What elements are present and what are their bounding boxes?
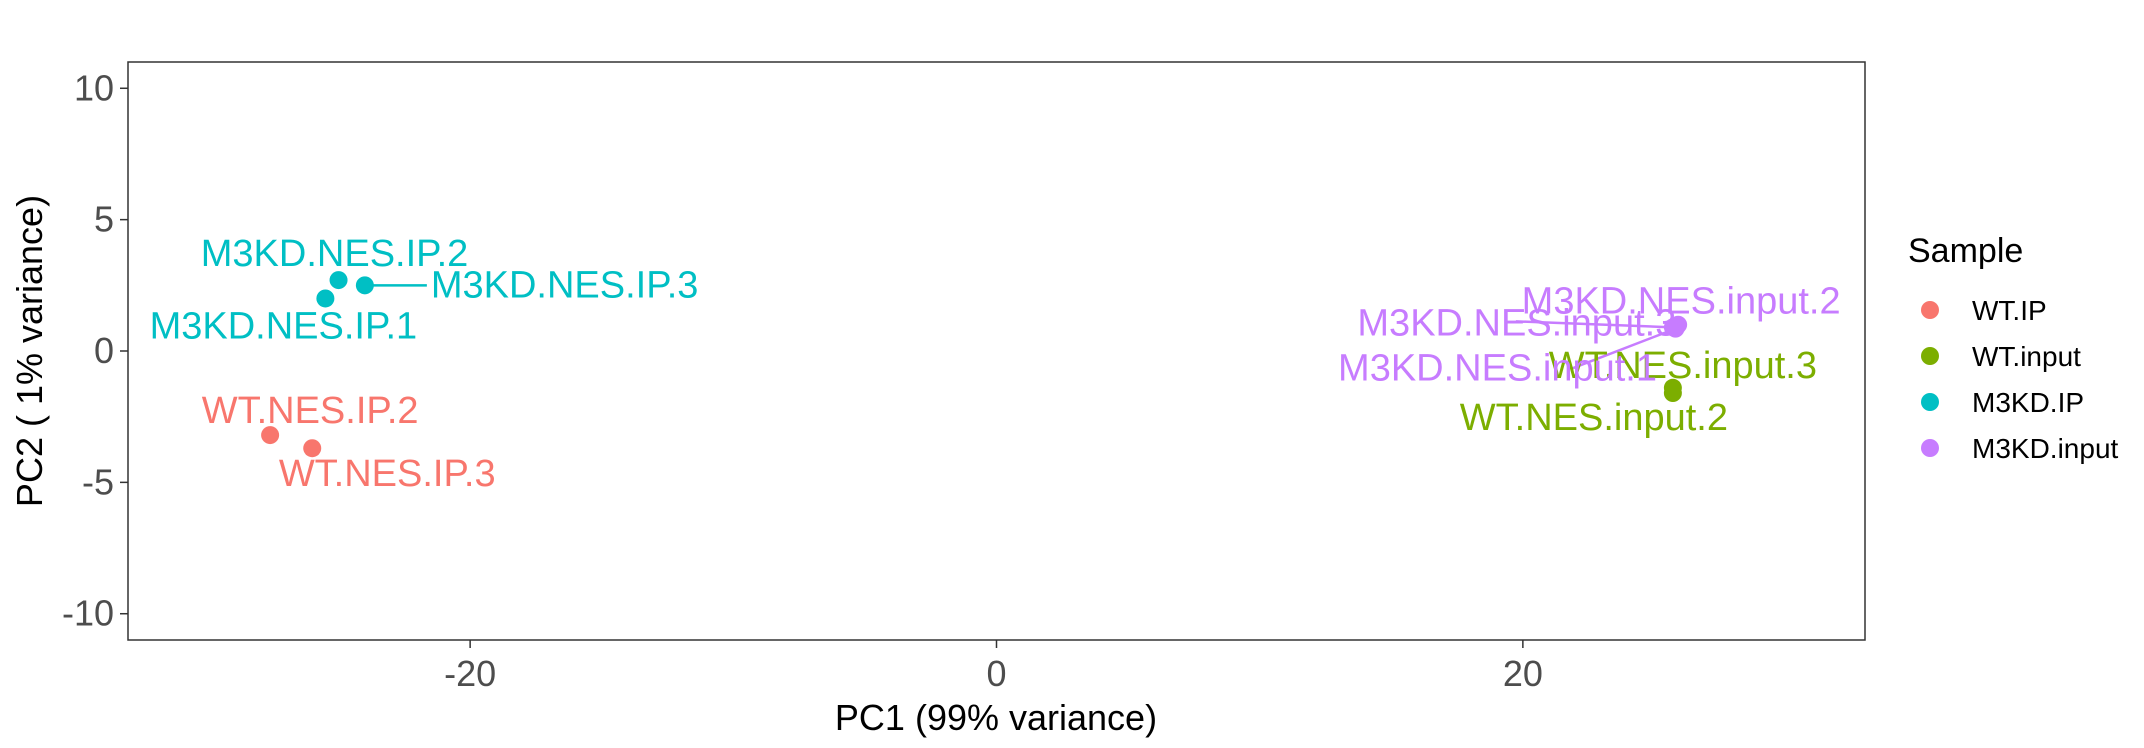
legend-title: Sample <box>1908 232 2023 270</box>
x-axis: -20 0 20 <box>444 640 1543 694</box>
legend-label: M3KD.IP <box>1972 387 2084 418</box>
legend-label: WT.IP <box>1972 295 2047 326</box>
plot-panel <box>127 61 1866 641</box>
data-point-wt-nes-ip-2 <box>261 426 280 445</box>
legend-label: WT.input <box>1972 341 2081 372</box>
y-tick-label: 10 <box>74 67 114 108</box>
point-label: M3KD.NES.IP.1 <box>150 305 418 347</box>
y-axis: 10 5 0 -5 -10 <box>62 67 128 634</box>
legend-key-m3kd-input <box>1921 439 1939 457</box>
data-point-m3kd-nes-ip-3 <box>355 276 374 295</box>
point-label: WT.NES.input.2 <box>1460 397 1728 439</box>
legend: Sample WT.IP WT.input M3KD.IP M3KD.input <box>1908 232 2119 464</box>
legend-key-wt-ip <box>1921 301 1939 319</box>
point-labels: WT.NES.IP.2 WT.NES.IP.3 WT.NES.input.3 WT.N… <box>150 233 1841 495</box>
y-tick-label: -5 <box>82 461 114 502</box>
point-label: M3KD.NES.input.1 <box>1338 348 1657 390</box>
data-point-wt-nes-ip-3 <box>303 439 322 458</box>
point-label: WT.NES.IP.2 <box>202 390 419 432</box>
x-tick-label: 20 <box>1503 653 1543 694</box>
point-label: M3KD.NES.IP.2 <box>201 233 469 275</box>
data-points <box>261 271 1688 458</box>
x-tick-label: -20 <box>444 653 496 694</box>
x-tick-label: 0 <box>986 653 1006 694</box>
label-leader-line <box>1571 327 1676 370</box>
data-point-m3kd-nes-ip-1 <box>316 289 335 308</box>
legend-key-m3kd-ip <box>1921 393 1939 411</box>
y-axis-title: PC2 ( 1% variance) <box>9 195 50 507</box>
legend-label: M3KD.input <box>1972 433 2119 464</box>
data-point-m3kd-nes-input-1 <box>1666 319 1685 338</box>
point-label: M3KD.NES.input.2 <box>1522 281 1841 323</box>
legend-items: WT.IP WT.input M3KD.IP M3KD.input <box>1921 295 2119 464</box>
label-leader-lines <box>364 284 1676 370</box>
point-label: M3KD.NES.IP.3 <box>431 264 699 306</box>
y-tick-label: 0 <box>94 330 114 371</box>
y-tick-label: 5 <box>94 199 114 240</box>
data-point-m3kd-nes-ip-2 <box>329 271 348 290</box>
legend-key-wt-input <box>1921 347 1939 365</box>
point-label: WT.NES.IP.3 <box>279 453 496 495</box>
point-label: M3KD.NES.input.3 <box>1357 302 1676 344</box>
x-axis-title: PC1 (99% variance) <box>835 697 1157 738</box>
point-label: WT.NES.input.3 <box>1549 345 1817 387</box>
label-leader-line <box>1515 320 1673 329</box>
y-tick-label: -10 <box>62 593 114 634</box>
data-point-wt-nes-input-2 <box>1663 384 1682 403</box>
